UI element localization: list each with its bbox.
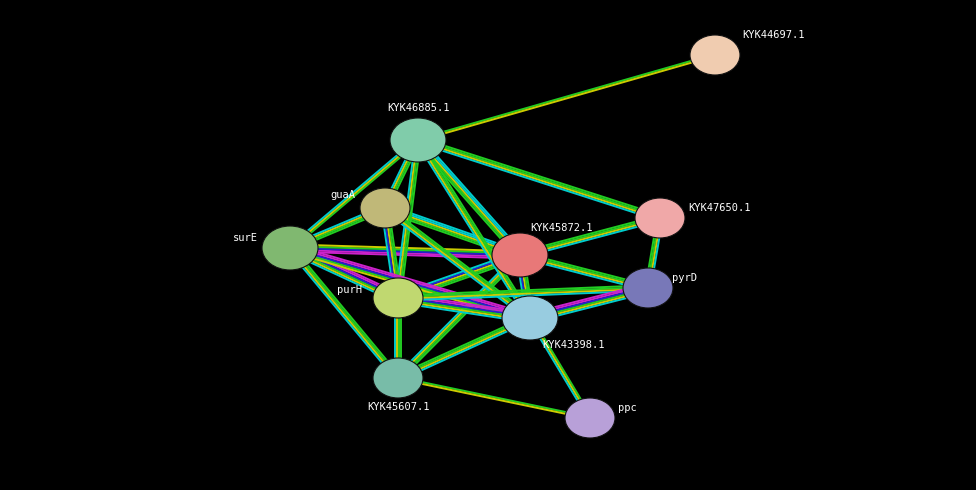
Text: KYK44697.1: KYK44697.1 bbox=[742, 30, 804, 40]
Ellipse shape bbox=[635, 198, 685, 238]
Ellipse shape bbox=[360, 188, 410, 228]
Text: purH: purH bbox=[337, 285, 362, 295]
Text: pyrD: pyrD bbox=[672, 273, 697, 283]
Text: KYK45872.1: KYK45872.1 bbox=[530, 223, 592, 233]
Text: KYK46885.1: KYK46885.1 bbox=[386, 103, 449, 113]
Ellipse shape bbox=[373, 358, 423, 398]
Ellipse shape bbox=[492, 233, 548, 277]
Text: KYK43398.1: KYK43398.1 bbox=[542, 340, 604, 350]
Text: ppc: ppc bbox=[618, 403, 636, 413]
Ellipse shape bbox=[623, 268, 673, 308]
Ellipse shape bbox=[565, 398, 615, 438]
Ellipse shape bbox=[502, 296, 558, 340]
Text: surE: surE bbox=[233, 233, 258, 243]
Text: KYK47650.1: KYK47650.1 bbox=[688, 203, 751, 213]
Ellipse shape bbox=[373, 278, 423, 318]
Ellipse shape bbox=[390, 118, 446, 162]
Text: KYK45607.1: KYK45607.1 bbox=[367, 402, 429, 412]
Text: guaA: guaA bbox=[330, 190, 355, 200]
Ellipse shape bbox=[262, 226, 318, 270]
Ellipse shape bbox=[690, 35, 740, 75]
